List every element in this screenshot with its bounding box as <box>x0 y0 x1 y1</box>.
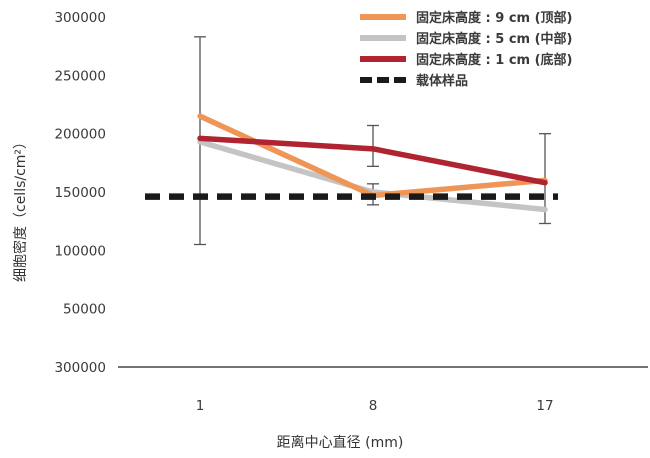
x-tick-label: 8 <box>369 398 378 414</box>
legend-line-swatch <box>360 55 406 62</box>
x-tick-label: 1 <box>196 398 205 414</box>
y-tick-label: 50000 <box>63 302 106 318</box>
legend-label: 载体样品 <box>416 74 469 89</box>
series-line <box>197 135 548 186</box>
y-tick-label: 300000 <box>54 10 106 26</box>
y-tick-label: 150000 <box>54 185 106 201</box>
legend-line-swatch <box>360 13 406 20</box>
legend-label: 固定床高度 : 5 cm (中部) <box>416 32 573 47</box>
series-line <box>197 139 548 213</box>
legend-label: 固定床高度 : 1 cm (底部) <box>416 53 573 68</box>
legend-item: 固定床高度 : 9 cm (顶部) <box>360 8 573 26</box>
legend-line-swatch <box>360 34 406 41</box>
legend-line-swatch <box>360 76 406 83</box>
x-axis-title: 距离中心直径 (mm) <box>276 435 404 451</box>
y-tick-label: 250000 <box>54 68 106 84</box>
legend-item: 固定床高度 : 1 cm (底部) <box>360 50 573 68</box>
x-tick-label: 17 <box>536 398 553 414</box>
legend-item: 载体样品 <box>360 71 572 89</box>
y-tick-label: 200000 <box>54 127 106 143</box>
y-tick-label: 300000 <box>54 360 106 376</box>
legend-item: 固定床高度 : 5 cm (中部) <box>360 29 573 47</box>
legend: 固定床高度 : 9 cm (顶部) 固定床高度 : 5 cm (中部) 固定床高度 … <box>360 8 573 89</box>
legend-label: 固定床高度 : 9 cm (顶部) <box>416 11 573 26</box>
y-axis-title: 细胞密度（cells/cm²） <box>13 134 29 282</box>
y-tick-label: 100000 <box>54 243 106 259</box>
